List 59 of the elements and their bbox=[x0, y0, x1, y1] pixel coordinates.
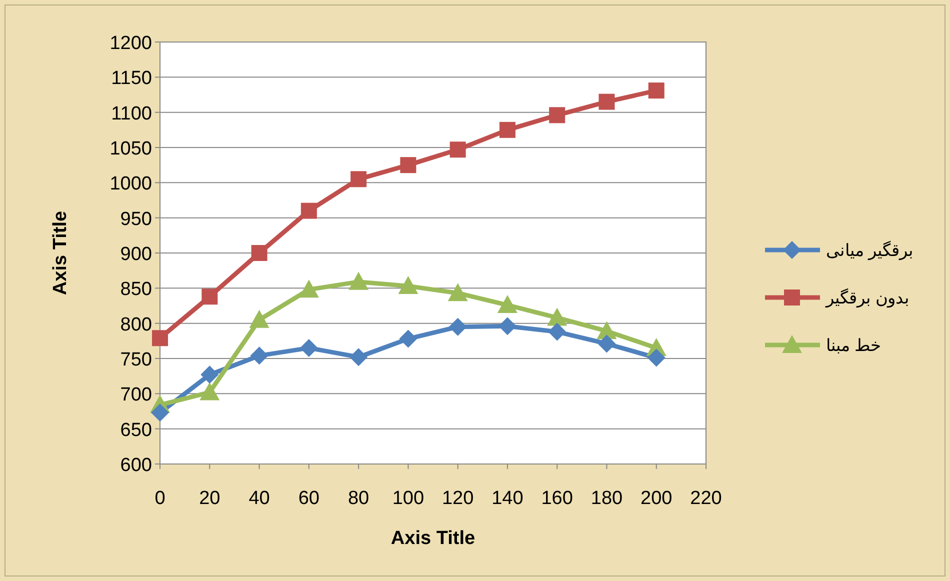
point bbox=[350, 348, 368, 366]
point bbox=[202, 288, 218, 305]
y-tick-label: 1200 bbox=[110, 33, 152, 54]
y-tick-label: 600 bbox=[120, 455, 152, 476]
point bbox=[448, 318, 467, 336]
x-tick-label: 120 bbox=[442, 488, 474, 509]
point bbox=[647, 348, 666, 367]
legend-label: بدون برقگیر bbox=[825, 288, 910, 308]
x-tick-label: 220 bbox=[690, 488, 722, 509]
y-tick-label: 1050 bbox=[110, 138, 152, 160]
point bbox=[549, 107, 566, 124]
point bbox=[400, 157, 416, 174]
x-tick-label: 180 bbox=[590, 488, 623, 509]
point bbox=[499, 122, 516, 138]
y-tick-label: 850 bbox=[120, 279, 152, 300]
x-tick-label: 100 bbox=[392, 488, 424, 509]
y-tick-label: 1100 bbox=[111, 103, 152, 124]
x-tick-label: 60 bbox=[298, 488, 320, 509]
point bbox=[350, 171, 367, 188]
y-axis-title: Axis Title bbox=[50, 210, 71, 296]
point bbox=[250, 346, 268, 365]
point bbox=[398, 276, 418, 294]
y-tick-label: 950 bbox=[120, 208, 152, 230]
point bbox=[200, 366, 219, 384]
point bbox=[348, 272, 369, 290]
y-tick-label: 650 bbox=[120, 420, 152, 441]
y-tick-label: 750 bbox=[120, 350, 152, 370]
point bbox=[251, 245, 268, 261]
point bbox=[547, 308, 568, 326]
point bbox=[300, 338, 318, 357]
x-tick-label: 80 bbox=[348, 488, 370, 509]
y-tick-label: 700 bbox=[120, 384, 152, 406]
point bbox=[450, 142, 466, 158]
x-tick-label: 20 bbox=[199, 488, 220, 509]
point bbox=[399, 330, 418, 348]
point bbox=[152, 330, 168, 346]
point bbox=[598, 94, 615, 110]
y-tick-label: 800 bbox=[120, 314, 152, 336]
x-tick-label: 160 bbox=[541, 488, 573, 509]
point bbox=[548, 322, 566, 341]
point bbox=[298, 280, 319, 298]
point bbox=[448, 283, 468, 302]
point bbox=[249, 310, 270, 328]
x-tick-label: 140 bbox=[492, 488, 524, 509]
point bbox=[200, 382, 220, 400]
point bbox=[497, 295, 518, 314]
point bbox=[151, 404, 169, 422]
x-tick-label: 200 bbox=[640, 488, 672, 509]
point bbox=[300, 202, 317, 219]
legend-label: برقگیر میانی bbox=[826, 240, 914, 261]
y-tick-label: 900 bbox=[120, 244, 152, 265]
x-tick-label: 0 bbox=[154, 488, 166, 509]
y-tick-label: 1000 bbox=[110, 174, 152, 195]
legend-label: خط مبنا bbox=[826, 336, 882, 355]
point bbox=[598, 334, 616, 353]
point bbox=[648, 82, 664, 99]
y-tick-label: 1150 bbox=[111, 68, 152, 90]
x-tick-label: 40 bbox=[248, 488, 270, 509]
x-axis-title: Axis Title bbox=[390, 528, 476, 549]
